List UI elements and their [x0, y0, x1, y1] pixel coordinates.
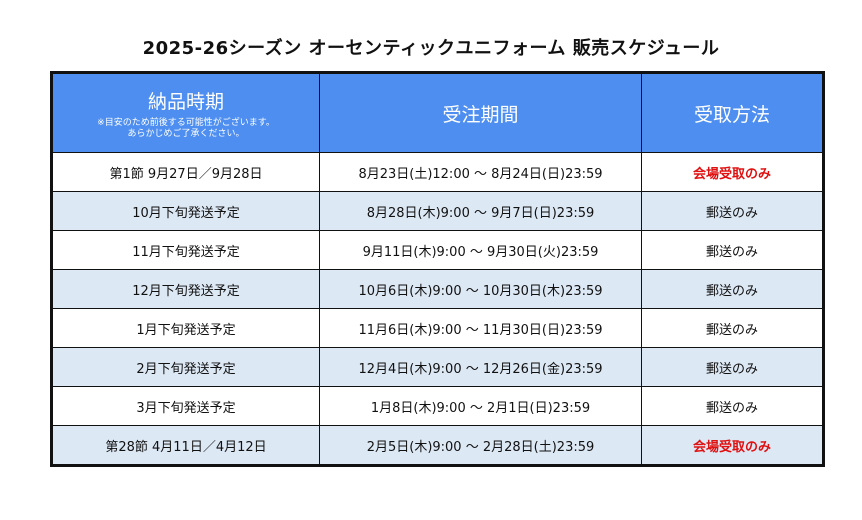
cell-period: 9月11日(木)9:00 ～ 9月30日(火)23:59	[319, 230, 642, 270]
cell-delivery: 1月下旬発送予定	[51, 308, 320, 348]
cell-period: 8月28日(木)9:00 ～ 9月7日(日)23:59	[319, 191, 642, 231]
cell-delivery: 12月下旬発送予定	[51, 269, 320, 309]
cell-method: 郵送のみ	[641, 386, 824, 426]
page-title: 2025-26シーズン オーセンティックユニフォーム 販売スケジュール	[142, 38, 720, 59]
cell-period: 8月23日(土)12:00 ～ 8月24日(日)23:59	[319, 152, 642, 192]
header-method: 受取方法	[641, 72, 824, 153]
table-row: 12月下旬発送予定 10月6日(木)9:00 ～ 10月30日(木)23:59 …	[51, 269, 824, 309]
cell-method: 郵送のみ	[641, 347, 824, 387]
cell-method: 郵送のみ	[641, 269, 824, 309]
cell-method: 郵送のみ	[641, 230, 824, 270]
cell-method: 会場受取のみ	[641, 425, 824, 466]
header-period-label: 受注期間	[442, 103, 519, 126]
cell-delivery: 第28節 4月11日／4月12日	[51, 425, 320, 466]
cell-method: 郵送のみ	[641, 191, 824, 231]
cell-period: 10月6日(木)9:00 ～ 10月30日(木)23:59	[319, 269, 642, 309]
cell-method: 会場受取のみ	[641, 152, 824, 192]
table-row: 2月下旬発送予定 12月4日(木)9:00 ～ 12月26日(金)23:59 郵…	[51, 347, 824, 387]
cell-delivery: 3月下旬発送予定	[51, 386, 320, 426]
cell-delivery: 2月下旬発送予定	[51, 347, 320, 387]
cell-delivery: 11月下旬発送予定	[51, 230, 320, 270]
table-row: 第28節 4月11日／4月12日 2月5日(木)9:00 ～ 2月28日(土)2…	[51, 425, 824, 466]
table-row: 10月下旬発送予定 8月28日(木)9:00 ～ 9月7日(日)23:59 郵送…	[51, 191, 824, 231]
table-header-row: 納品時期 ※目安のため前後する可能性がございます。 あらかじめご了承ください。 …	[51, 72, 824, 153]
cell-period: 12月4日(木)9:00 ～ 12月26日(金)23:59	[319, 347, 642, 387]
cell-period: 2月5日(木)9:00 ～ 2月28日(土)23:59	[319, 425, 642, 466]
header-method-label: 受取方法	[693, 103, 770, 126]
cell-delivery: 10月下旬発送予定	[51, 191, 320, 231]
sales-schedule-table: 納品時期 ※目安のため前後する可能性がございます。 あらかじめご了承ください。 …	[50, 71, 825, 467]
table-row: 3月下旬発送予定 1月8日(木)9:00 ～ 2月1日(日)23:59 郵送のみ	[51, 386, 824, 426]
header-delivery-note-2: あらかじめご了承ください。	[127, 128, 245, 139]
header-period: 受注期間	[319, 72, 642, 153]
table-row: 11月下旬発送予定 9月11日(木)9:00 ～ 9月30日(火)23:59 郵…	[51, 230, 824, 270]
cell-delivery: 第1節 9月27日／9月28日	[51, 152, 320, 192]
header-delivery-label: 納品時期	[147, 90, 224, 113]
cell-period: 1月8日(木)9:00 ～ 2月1日(日)23:59	[319, 386, 642, 426]
cell-period: 11月6日(木)9:00 ～ 11月30日(日)23:59	[319, 308, 642, 348]
table-row: 1月下旬発送予定 11月6日(木)9:00 ～ 11月30日(日)23:59 郵…	[51, 308, 824, 348]
table-row: 第1節 9月27日／9月28日 8月23日(土)12:00 ～ 8月24日(日)…	[51, 152, 824, 192]
header-delivery: 納品時期 ※目安のため前後する可能性がございます。 あらかじめご了承ください。	[51, 72, 320, 153]
cell-method: 郵送のみ	[641, 308, 824, 348]
header-delivery-note-1: ※目安のため前後する可能性がございます。	[97, 117, 275, 128]
